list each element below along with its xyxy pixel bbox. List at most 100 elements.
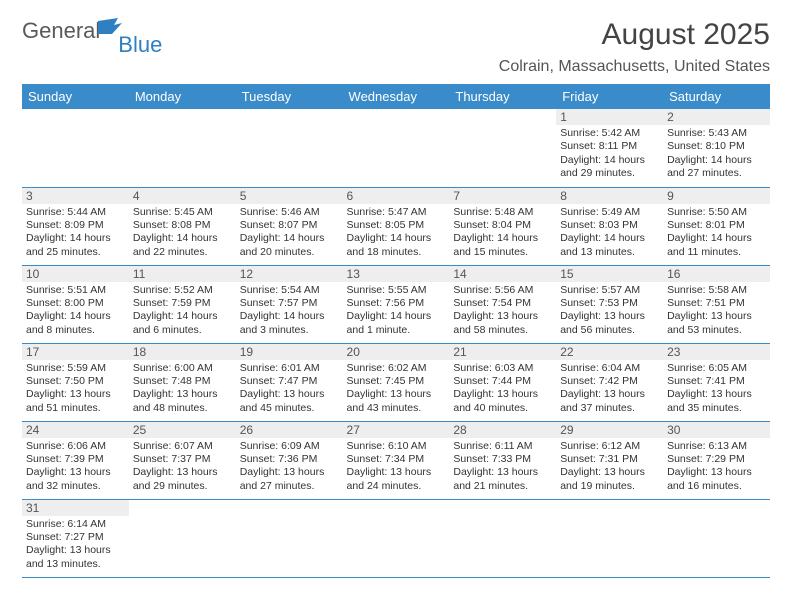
sunset-line: Sunset: 7:44 PM xyxy=(453,375,552,388)
calendar-table: SundayMondayTuesdayWednesdayThursdayFrid… xyxy=(22,84,770,578)
weekday-header: Friday xyxy=(556,84,663,109)
sunrise-line: Sunrise: 6:01 AM xyxy=(240,362,339,375)
daylight-line: Daylight: 13 hours and 58 minutes. xyxy=(453,310,552,337)
calendar-day-cell: 17Sunrise: 5:59 AMSunset: 7:50 PMDayligh… xyxy=(22,343,129,421)
calendar-day-cell: 30Sunrise: 6:13 AMSunset: 7:29 PMDayligh… xyxy=(663,421,770,499)
day-number: 25 xyxy=(129,422,236,438)
day-number: 16 xyxy=(663,266,770,282)
sunrise-line: Sunrise: 5:54 AM xyxy=(240,284,339,297)
daylight-line: Daylight: 14 hours and 27 minutes. xyxy=(667,154,766,181)
daylight-line: Daylight: 13 hours and 19 minutes. xyxy=(560,466,659,493)
sunset-line: Sunset: 7:51 PM xyxy=(667,297,766,310)
sunset-line: Sunset: 7:41 PM xyxy=(667,375,766,388)
weekday-header: Sunday xyxy=(22,84,129,109)
day-number: 21 xyxy=(449,344,556,360)
day-number: 5 xyxy=(236,188,343,204)
day-number: 19 xyxy=(236,344,343,360)
calendar-empty-cell xyxy=(343,499,450,577)
sunrise-line: Sunrise: 5:57 AM xyxy=(560,284,659,297)
calendar-day-cell: 24Sunrise: 6:06 AMSunset: 7:39 PMDayligh… xyxy=(22,421,129,499)
calendar-day-cell: 19Sunrise: 6:01 AMSunset: 7:47 PMDayligh… xyxy=(236,343,343,421)
day-details: Sunrise: 6:01 AMSunset: 7:47 PMDaylight:… xyxy=(236,360,343,419)
calendar-week-row: 1Sunrise: 5:42 AMSunset: 8:11 PMDaylight… xyxy=(22,109,770,187)
sunset-line: Sunset: 7:36 PM xyxy=(240,453,339,466)
day-details: Sunrise: 5:57 AMSunset: 7:53 PMDaylight:… xyxy=(556,282,663,341)
weekday-header: Saturday xyxy=(663,84,770,109)
day-number: 30 xyxy=(663,422,770,438)
calendar-day-cell: 6Sunrise: 5:47 AMSunset: 8:05 PMDaylight… xyxy=(343,187,450,265)
calendar-day-cell: 4Sunrise: 5:45 AMSunset: 8:08 PMDaylight… xyxy=(129,187,236,265)
calendar-day-cell: 10Sunrise: 5:51 AMSunset: 8:00 PMDayligh… xyxy=(22,265,129,343)
calendar-empty-cell xyxy=(129,499,236,577)
calendar-day-cell: 27 Sunrise: 6:10 AMSunset: 7:34 PMDayligh… xyxy=(343,421,450,499)
daylight-line: Daylight: 14 hours and 8 minutes. xyxy=(26,310,125,337)
sunrise-line: Sunrise: 5:50 AM xyxy=(667,206,766,219)
sunset-line: Sunset: 8:09 PM xyxy=(26,219,125,232)
daylight-line: Daylight: 14 hours and 1 minute. xyxy=(347,310,446,337)
daylight-line: Daylight: 13 hours and 21 minutes. xyxy=(453,466,552,493)
sunrise-line: Sunrise: 5:58 AM xyxy=(667,284,766,297)
sunset-line: Sunset: 7:56 PM xyxy=(347,297,446,310)
sunset-line: Sunset: 7:31 PM xyxy=(560,453,659,466)
day-number: 20 xyxy=(343,344,450,360)
calendar-empty-cell xyxy=(22,109,129,187)
daylight-line: Daylight: 13 hours and 24 minutes. xyxy=(347,466,446,493)
calendar-week-row: 10Sunrise: 5:51 AMSunset: 8:00 PMDayligh… xyxy=(22,265,770,343)
calendar-day-cell: 14Sunrise: 5:56 AMSunset: 7:54 PMDayligh… xyxy=(449,265,556,343)
calendar-empty-cell xyxy=(556,499,663,577)
day-details: Sunrise: 6:14 AMSunset: 7:27 PMDaylight:… xyxy=(22,516,129,575)
weekday-header: Tuesday xyxy=(236,84,343,109)
daylight-line: Daylight: 13 hours and 53 minutes. xyxy=(667,310,766,337)
daylight-line: Daylight: 13 hours and 40 minutes. xyxy=(453,388,552,415)
day-number: 7 xyxy=(449,188,556,204)
day-details: Sunrise: 5:44 AMSunset: 8:09 PMDaylight:… xyxy=(22,204,129,263)
day-number: 6 xyxy=(343,188,450,204)
sunrise-line: Sunrise: 6:10 AM xyxy=(347,440,446,453)
day-details: Sunrise: 5:51 AMSunset: 8:00 PMDaylight:… xyxy=(22,282,129,341)
day-details: Sunrise: 5:58 AMSunset: 7:51 PMDaylight:… xyxy=(663,282,770,341)
calendar-day-cell: 8Sunrise: 5:49 AMSunset: 8:03 PMDaylight… xyxy=(556,187,663,265)
day-details: Sunrise: 6:05 AMSunset: 7:41 PMDaylight:… xyxy=(663,360,770,419)
day-details: Sunrise: 5:49 AMSunset: 8:03 PMDaylight:… xyxy=(556,204,663,263)
sunset-line: Sunset: 8:11 PM xyxy=(560,140,659,153)
calendar-day-cell: 7Sunrise: 5:48 AMSunset: 8:04 PMDaylight… xyxy=(449,187,556,265)
sunset-line: Sunset: 7:50 PM xyxy=(26,375,125,388)
weekday-header: Wednesday xyxy=(343,84,450,109)
day-details: Sunrise: 6:13 AMSunset: 7:29 PMDaylight:… xyxy=(663,438,770,497)
day-number: 27 xyxy=(343,422,450,438)
calendar-week-row: 31Sunrise: 6:14 AMSunset: 7:27 PMDayligh… xyxy=(22,499,770,577)
day-number: 1 xyxy=(556,109,663,125)
daylight-line: Daylight: 13 hours and 35 minutes. xyxy=(667,388,766,415)
sunrise-line: Sunrise: 6:00 AM xyxy=(133,362,232,375)
sunrise-line: Sunrise: 5:51 AM xyxy=(26,284,125,297)
day-number: 23 xyxy=(663,344,770,360)
daylight-line: Daylight: 13 hours and 13 minutes. xyxy=(26,544,125,571)
daylight-line: Daylight: 13 hours and 51 minutes. xyxy=(26,388,125,415)
calendar-empty-cell xyxy=(449,499,556,577)
sunrise-line: Sunrise: 6:11 AM xyxy=(453,440,552,453)
daylight-line: Daylight: 14 hours and 11 minutes. xyxy=(667,232,766,259)
sunset-line: Sunset: 8:01 PM xyxy=(667,219,766,232)
calendar-week-row: 24Sunrise: 6:06 AMSunset: 7:39 PMDayligh… xyxy=(22,421,770,499)
day-number: 28 xyxy=(449,422,556,438)
daylight-line: Daylight: 13 hours and 45 minutes. xyxy=(240,388,339,415)
logo: General Blue xyxy=(22,18,168,44)
sunset-line: Sunset: 8:05 PM xyxy=(347,219,446,232)
day-details: Sunrise: 5:47 AMSunset: 8:05 PMDaylight:… xyxy=(343,204,450,263)
sunset-line: Sunset: 7:34 PM xyxy=(347,453,446,466)
weekday-header: Thursday xyxy=(449,84,556,109)
sunset-line: Sunset: 8:07 PM xyxy=(240,219,339,232)
sunrise-line: Sunrise: 6:14 AM xyxy=(26,518,125,531)
weekday-header: Monday xyxy=(129,84,236,109)
calendar-week-row: 3Sunrise: 5:44 AMSunset: 8:09 PMDaylight… xyxy=(22,187,770,265)
daylight-line: Daylight: 14 hours and 3 minutes. xyxy=(240,310,339,337)
sunset-line: Sunset: 7:54 PM xyxy=(453,297,552,310)
calendar-day-cell: 2Sunrise: 5:43 AMSunset: 8:10 PMDaylight… xyxy=(663,109,770,187)
daylight-line: Daylight: 13 hours and 32 minutes. xyxy=(26,466,125,493)
sunset-line: Sunset: 8:00 PM xyxy=(26,297,125,310)
sunrise-line: Sunrise: 5:52 AM xyxy=(133,284,232,297)
daylight-line: Daylight: 14 hours and 20 minutes. xyxy=(240,232,339,259)
calendar-day-cell: 12Sunrise: 5:54 AMSunset: 7:57 PMDayligh… xyxy=(236,265,343,343)
daylight-line: Daylight: 13 hours and 27 minutes. xyxy=(240,466,339,493)
sunrise-line: Sunrise: 6:05 AM xyxy=(667,362,766,375)
